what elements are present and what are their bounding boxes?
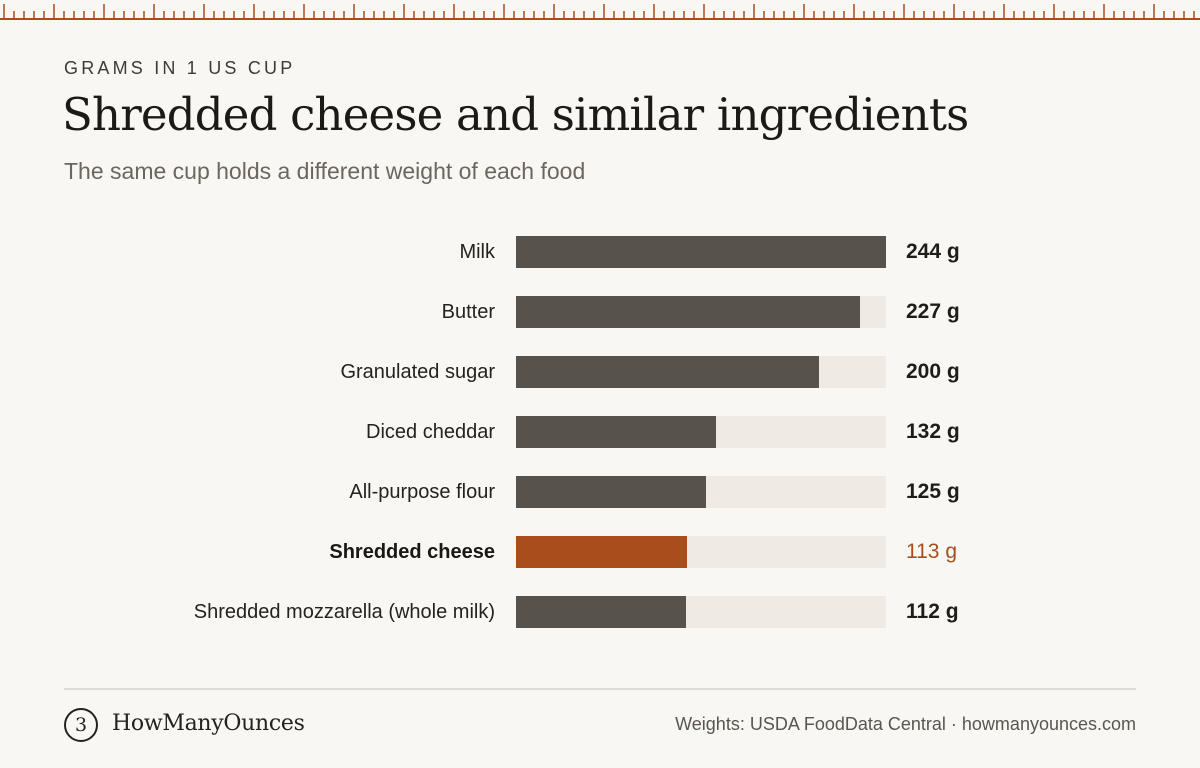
bar-track-milk [516,236,886,268]
source-credit: Weights: USDA FoodData Central · howmany… [675,714,1136,734]
bar-track-diced-cheddar [516,416,886,448]
category-label-shredded-cheese: Shredded cheese [329,541,495,563]
bar-butter [516,296,860,328]
bar-shredded-cheese [516,536,687,568]
eyebrow-label: GRAMS IN 1 US CUP [64,58,296,78]
bar-milk [516,236,886,268]
value-label-butter: 227 g [906,300,960,323]
bar-row-shredded-mozzarella: Shredded mozzarella (whole milk) 112 g [0,596,1200,628]
page-title: Shredded cheese and similar ingredients [62,88,969,141]
bar-track-granulated-sugar [516,356,886,388]
category-label-milk: Milk [459,241,495,263]
value-label-shredded-cheese: 113 g [906,540,957,563]
bar-track-butter [516,296,886,328]
bar-row-granulated-sugar: Granulated sugar 200 g [0,356,1200,388]
bar-diced-cheddar [516,416,716,448]
value-label-diced-cheddar: 132 g [906,420,960,443]
bar-row-milk: Milk 244 g [0,236,1200,268]
value-label-shredded-mozzarella: 112 g [906,600,959,623]
bar-row-diced-cheddar: Diced cheddar 132 g [0,416,1200,448]
value-label-milk: 244 g [906,240,960,263]
brand-name: HowManyOunces [112,711,305,736]
bar-track-shredded-cheese [516,536,886,568]
bar-row-butter: Butter 227 g [0,296,1200,328]
ruler-decoration [0,4,1200,20]
category-label-granulated-sugar: Granulated sugar [340,361,495,383]
bar-granulated-sugar [516,356,819,388]
bar-track-shredded-mozzarella [516,596,886,628]
bar-row-shredded-cheese: Shredded cheese 113 g [0,536,1200,568]
category-label-all-purpose-flour: All-purpose flour [349,481,495,503]
bar-shredded-mozzarella [516,596,686,628]
bar-all-purpose-flour [516,476,706,508]
category-label-shredded-mozzarella: Shredded mozzarella (whole milk) [193,601,495,623]
footer-divider [64,688,1136,690]
brand-logo-icon: 3 [64,708,98,742]
category-label-butter: Butter [441,301,495,323]
value-label-granulated-sugar: 200 g [906,360,960,383]
value-label-all-purpose-flour: 125 g [906,480,960,503]
bar-track-all-purpose-flour [516,476,886,508]
category-label-diced-cheddar: Diced cheddar [366,421,495,443]
page-subtitle: The same cup holds a different weight of… [64,158,586,184]
bar-row-all-purpose-flour: All-purpose flour 125 g [0,476,1200,508]
